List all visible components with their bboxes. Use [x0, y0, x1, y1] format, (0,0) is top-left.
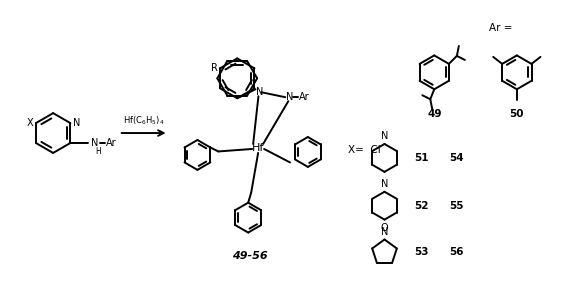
Text: Hf: Hf — [252, 143, 264, 153]
Text: R: R — [211, 63, 218, 73]
Text: H: H — [95, 147, 101, 156]
Text: N: N — [381, 131, 388, 141]
Text: Ar: Ar — [106, 138, 117, 148]
Text: 56: 56 — [449, 247, 463, 258]
Text: 54: 54 — [449, 153, 464, 163]
Text: 53: 53 — [415, 247, 429, 258]
Text: Ar: Ar — [299, 92, 310, 102]
Text: X: X — [26, 118, 33, 128]
Text: X=  Cl: X= Cl — [348, 145, 381, 155]
Text: N: N — [286, 92, 294, 102]
Text: N: N — [381, 226, 388, 237]
Text: N: N — [257, 87, 264, 97]
Text: 49-56: 49-56 — [232, 252, 268, 261]
Text: 50: 50 — [509, 109, 524, 119]
Text: N: N — [73, 118, 81, 128]
Text: 52: 52 — [415, 201, 429, 211]
Text: O: O — [381, 223, 389, 233]
Text: Hf(C$_6$H$_5$)$_4$: Hf(C$_6$H$_5$)$_4$ — [123, 115, 165, 127]
Text: N: N — [91, 138, 99, 148]
Text: N: N — [381, 179, 388, 189]
Text: Ar =: Ar = — [489, 23, 512, 33]
Text: 55: 55 — [449, 201, 463, 211]
Text: 49: 49 — [427, 109, 441, 119]
Text: 51: 51 — [415, 153, 429, 163]
